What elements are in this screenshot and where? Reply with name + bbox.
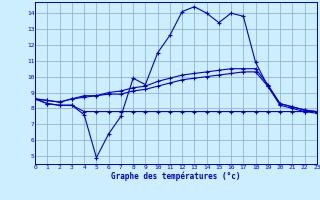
- X-axis label: Graphe des températures (°c): Graphe des températures (°c): [111, 171, 241, 181]
